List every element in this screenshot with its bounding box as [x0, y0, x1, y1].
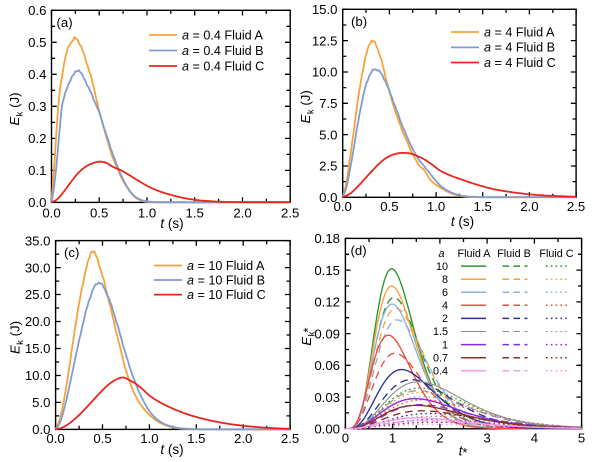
svg-text:3: 3	[483, 431, 490, 446]
svg-text:0.4: 0.4	[28, 67, 46, 82]
svg-text:(b): (b)	[351, 14, 367, 29]
svg-text:0.0: 0.0	[32, 422, 50, 437]
svg-text:(d): (d)	[351, 243, 367, 258]
svg-text:35.0: 35.0	[25, 233, 51, 248]
svg-text:E: E	[8, 345, 23, 354]
svg-text:15.0: 15.0	[312, 2, 338, 17]
svg-text:1: 1	[442, 339, 448, 351]
svg-text:1.5: 1.5	[474, 199, 492, 214]
svg-text:*: *	[301, 328, 316, 333]
svg-text:t (s): t (s)	[160, 442, 183, 457]
svg-text:(c): (c)	[64, 245, 79, 260]
svg-text:10: 10	[436, 261, 448, 273]
svg-text:0.2: 0.2	[28, 131, 46, 146]
svg-text:a = 0.4 Fluid C: a = 0.4 Fluid C	[182, 59, 264, 73]
svg-text:4: 4	[531, 431, 538, 446]
svg-text:2: 2	[436, 431, 443, 446]
svg-text:1.5: 1.5	[186, 206, 204, 221]
svg-text:k: k	[306, 331, 317, 336]
svg-text:t (s): t (s)	[451, 214, 474, 229]
svg-text:5.0: 5.0	[32, 395, 50, 410]
svg-text:5: 5	[578, 431, 585, 446]
svg-text:5.0: 5.0	[319, 127, 337, 142]
svg-text:2.5: 2.5	[281, 431, 299, 446]
svg-text:Fluid C: Fluid C	[539, 248, 573, 260]
svg-text:0.1: 0.1	[28, 163, 46, 178]
svg-text:0.0: 0.0	[42, 206, 60, 221]
svg-text:10.0: 10.0	[25, 368, 51, 383]
svg-text:(J): (J)	[8, 321, 23, 336]
svg-text:(J): (J)	[7, 92, 22, 107]
svg-text:2.0: 2.0	[520, 199, 538, 214]
svg-text:0.5: 0.5	[380, 199, 398, 214]
svg-text:a = 4 Fluid C: a = 4 Fluid C	[484, 56, 556, 70]
svg-text:0.09: 0.09	[314, 326, 340, 341]
svg-text:2.5: 2.5	[567, 199, 585, 214]
svg-text:k: k	[305, 109, 316, 114]
svg-text:Fluid B: Fluid B	[497, 248, 531, 260]
svg-text:t (s): t (s)	[160, 216, 183, 231]
svg-text:2: 2	[442, 313, 448, 325]
svg-text:1.0: 1.0	[140, 431, 158, 446]
svg-text:2.0: 2.0	[233, 206, 251, 221]
svg-text:8: 8	[442, 274, 448, 286]
svg-text:0.06: 0.06	[314, 358, 340, 373]
svg-text:0.03: 0.03	[314, 390, 340, 405]
svg-text:30.0: 30.0	[25, 260, 51, 275]
svg-text:2.5: 2.5	[281, 206, 299, 221]
svg-text:6: 6	[442, 287, 448, 299]
svg-text:E: E	[7, 117, 22, 126]
svg-text:a = 10 Fluid B: a = 10 Fluid B	[187, 273, 265, 287]
svg-text:20.0: 20.0	[25, 314, 51, 329]
svg-text:a = 4 Fluid B: a = 4 Fluid B	[484, 41, 555, 55]
svg-text:4: 4	[442, 300, 448, 312]
svg-text:7.5: 7.5	[319, 96, 337, 111]
svg-text:1.5: 1.5	[187, 431, 205, 446]
svg-text:2.0: 2.0	[234, 431, 252, 446]
svg-text:0.4: 0.4	[433, 365, 448, 377]
svg-text:0: 0	[342, 431, 349, 446]
svg-text:E: E	[298, 114, 313, 123]
svg-text:a = 0.4 Fluid B: a = 0.4 Fluid B	[182, 44, 264, 58]
svg-text:a = 10 Fluid C: a = 10 Fluid C	[187, 288, 266, 302]
svg-text:0.00: 0.00	[314, 422, 340, 437]
svg-text:0.5: 0.5	[28, 35, 46, 50]
svg-text:0.18: 0.18	[314, 231, 340, 246]
svg-text:0.5: 0.5	[90, 206, 108, 221]
svg-text:a = 0.4 Fluid A: a = 0.4 Fluid A	[182, 28, 263, 42]
svg-text:(a): (a)	[57, 15, 73, 30]
svg-text:0.0: 0.0	[319, 190, 337, 205]
svg-text:(J): (J)	[298, 90, 313, 105]
svg-text:a = 4 Fluid A: a = 4 Fluid A	[484, 25, 555, 39]
svg-text:1.0: 1.0	[138, 206, 156, 221]
svg-text:k: k	[15, 340, 26, 345]
svg-text:10.0: 10.0	[312, 65, 338, 80]
svg-text:1.5: 1.5	[433, 326, 448, 338]
svg-text:0.15: 0.15	[314, 263, 340, 278]
svg-text:2.5: 2.5	[319, 159, 337, 174]
svg-text:0.5: 0.5	[93, 431, 111, 446]
svg-text:a = 10 Fluid A: a = 10 Fluid A	[187, 259, 265, 273]
svg-text:0.7: 0.7	[433, 352, 448, 364]
svg-text:1.0: 1.0	[427, 199, 445, 214]
svg-text:12.5: 12.5	[312, 33, 338, 48]
svg-text:0.0: 0.0	[46, 431, 64, 446]
svg-text:Fluid A: Fluid A	[457, 248, 491, 260]
svg-text:0.3: 0.3	[28, 99, 46, 114]
svg-text:t*: t*	[459, 444, 468, 461]
svg-text:0.0: 0.0	[28, 195, 46, 210]
svg-text:0.12: 0.12	[314, 295, 340, 310]
svg-text:E: E	[299, 337, 314, 346]
svg-text:k: k	[14, 111, 25, 116]
svg-text:15.0: 15.0	[25, 341, 51, 356]
svg-text:a: a	[438, 248, 444, 260]
svg-text:1: 1	[389, 431, 396, 446]
svg-text:0.6: 0.6	[28, 3, 46, 18]
svg-text:0.0: 0.0	[334, 199, 352, 214]
svg-text:25.0: 25.0	[25, 287, 51, 302]
